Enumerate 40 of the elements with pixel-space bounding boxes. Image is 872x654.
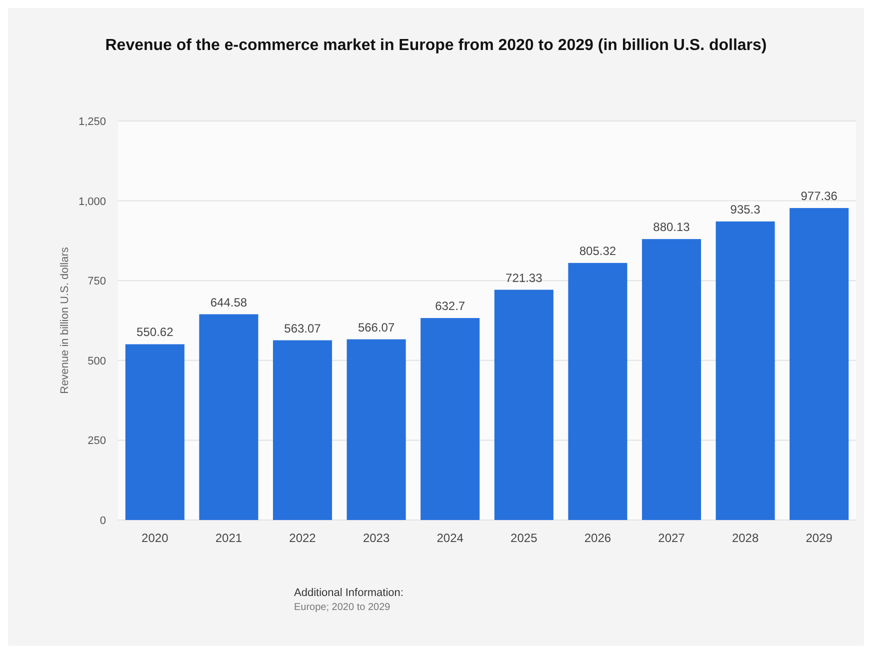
- bar: [716, 221, 775, 520]
- bar: [642, 239, 702, 520]
- data-label: 721.33: [506, 270, 543, 285]
- text: Additional Information:: [294, 587, 404, 599]
- data-label: 805.32: [579, 244, 616, 258]
- y-tick-label: 1,250: [78, 116, 106, 128]
- y-tick-label: 1,000: [78, 196, 106, 208]
- x-tick-label: 2025: [510, 531, 538, 545]
- bar: [272, 340, 332, 520]
- x-tick-label: 2020: [142, 531, 169, 545]
- x-tick-label: 2029: [806, 531, 833, 545]
- bar: [494, 290, 554, 520]
- bar: [125, 344, 184, 520]
- y-tick-label: 750: [88, 276, 106, 288]
- chart-title: Revenue of the e-commerce market in Europe from 2020 to 2029 (in billion U.S. dollars): [105, 37, 767, 54]
- text: Europe; 2020 to 2029: [294, 602, 391, 613]
- x-tick-label: 2022: [289, 531, 316, 545]
- x-tick-label: 2023: [362, 531, 390, 545]
- x-tick-label: 2024: [436, 531, 464, 545]
- data-label: 977.36: [800, 189, 838, 204]
- bar: [790, 208, 849, 520]
- bar: [420, 318, 480, 520]
- y-tick-label: 0: [100, 515, 106, 527]
- bar: [346, 339, 406, 520]
- data-label: 632.7: [435, 299, 466, 314]
- y-tick-label: 250: [88, 435, 106, 448]
- bar: [199, 314, 258, 520]
- data-label: 644.58: [210, 295, 248, 310]
- y-axis-title: Revenue in billion U.S. dollars: [59, 246, 71, 394]
- data-label: 563.07: [284, 321, 322, 336]
- data-label: 566.07: [358, 320, 395, 334]
- data-label: 935.3: [730, 202, 761, 216]
- x-tick-label: 2021: [215, 531, 242, 545]
- bar: [568, 262, 628, 520]
- data-label: 880.13: [653, 220, 690, 234]
- x-tick-label: 2027: [658, 531, 686, 545]
- x-tick-label: 2028: [732, 531, 759, 545]
- x-tick-label: 2026: [584, 531, 612, 545]
- y-tick-label: 500: [88, 355, 106, 368]
- data-label: 550.62: [136, 325, 174, 340]
